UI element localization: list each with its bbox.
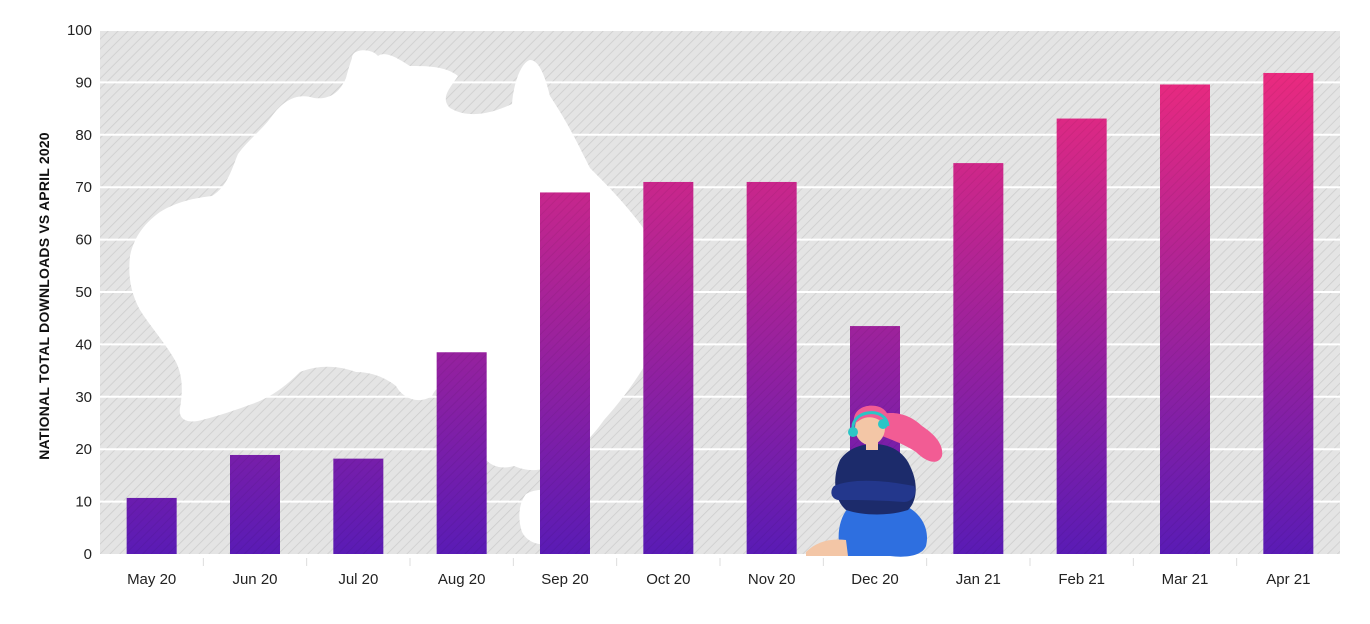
bar-texture: [126, 497, 177, 554]
australia-map-shape: [129, 50, 663, 471]
y-axis-label: NATIONAL TOTAL DOWNLOADS VS APRIL 2020: [36, 132, 52, 460]
y-tick-label: 90: [75, 74, 92, 91]
y-axis-ticks: 0 10 20 30 40 50 60 70 80 90 100: [67, 22, 92, 563]
bar-texture: [643, 181, 694, 554]
x-tick-label: Apr 21: [1266, 571, 1310, 588]
x-tick-label: Mar 21: [1162, 571, 1209, 588]
x-tick-label: Jan 21: [956, 571, 1001, 588]
x-tick-label: Oct 20: [646, 571, 690, 588]
x-tick-label: Jul 20: [338, 571, 378, 588]
bar-texture: [230, 454, 280, 554]
x-tick-label: Jun 20: [232, 571, 277, 588]
bar-texture: [436, 352, 487, 554]
x-tick-label: Nov 20: [748, 571, 796, 588]
y-tick-label: 20: [75, 441, 92, 458]
bar-texture: [333, 458, 384, 554]
y-tick-label: 100: [67, 22, 92, 39]
bar-texture: [1263, 72, 1314, 554]
x-tick-label: Dec 20: [851, 571, 899, 588]
y-tick-label: 0: [84, 546, 92, 563]
y-tick-label: 70: [75, 179, 92, 196]
bar-texture: [953, 163, 1004, 554]
x-tick-label: Feb 21: [1058, 571, 1105, 588]
x-tick-label: May 20: [127, 571, 176, 588]
y-tick-label: 60: [75, 232, 92, 249]
x-tick-label: Sep 20: [541, 571, 589, 588]
y-tick-label: 80: [75, 127, 92, 144]
y-tick-label: 50: [75, 284, 92, 301]
woman-with-headphones-illustration: [806, 405, 943, 557]
bar-texture: [1056, 118, 1107, 554]
x-axis-ticks: May 20 Jun 20 Jul 20 Aug 20 Sep 20 Oct 20 Nov …: [127, 558, 1310, 588]
y-tick-label: 30: [75, 389, 92, 406]
bar-texture: [1160, 84, 1210, 554]
y-tick-label: 40: [75, 336, 92, 353]
bar-texture: [540, 192, 590, 554]
bar-texture: [746, 181, 797, 554]
x-tick-label: Aug 20: [438, 571, 486, 588]
y-tick-label: 10: [75, 494, 92, 511]
